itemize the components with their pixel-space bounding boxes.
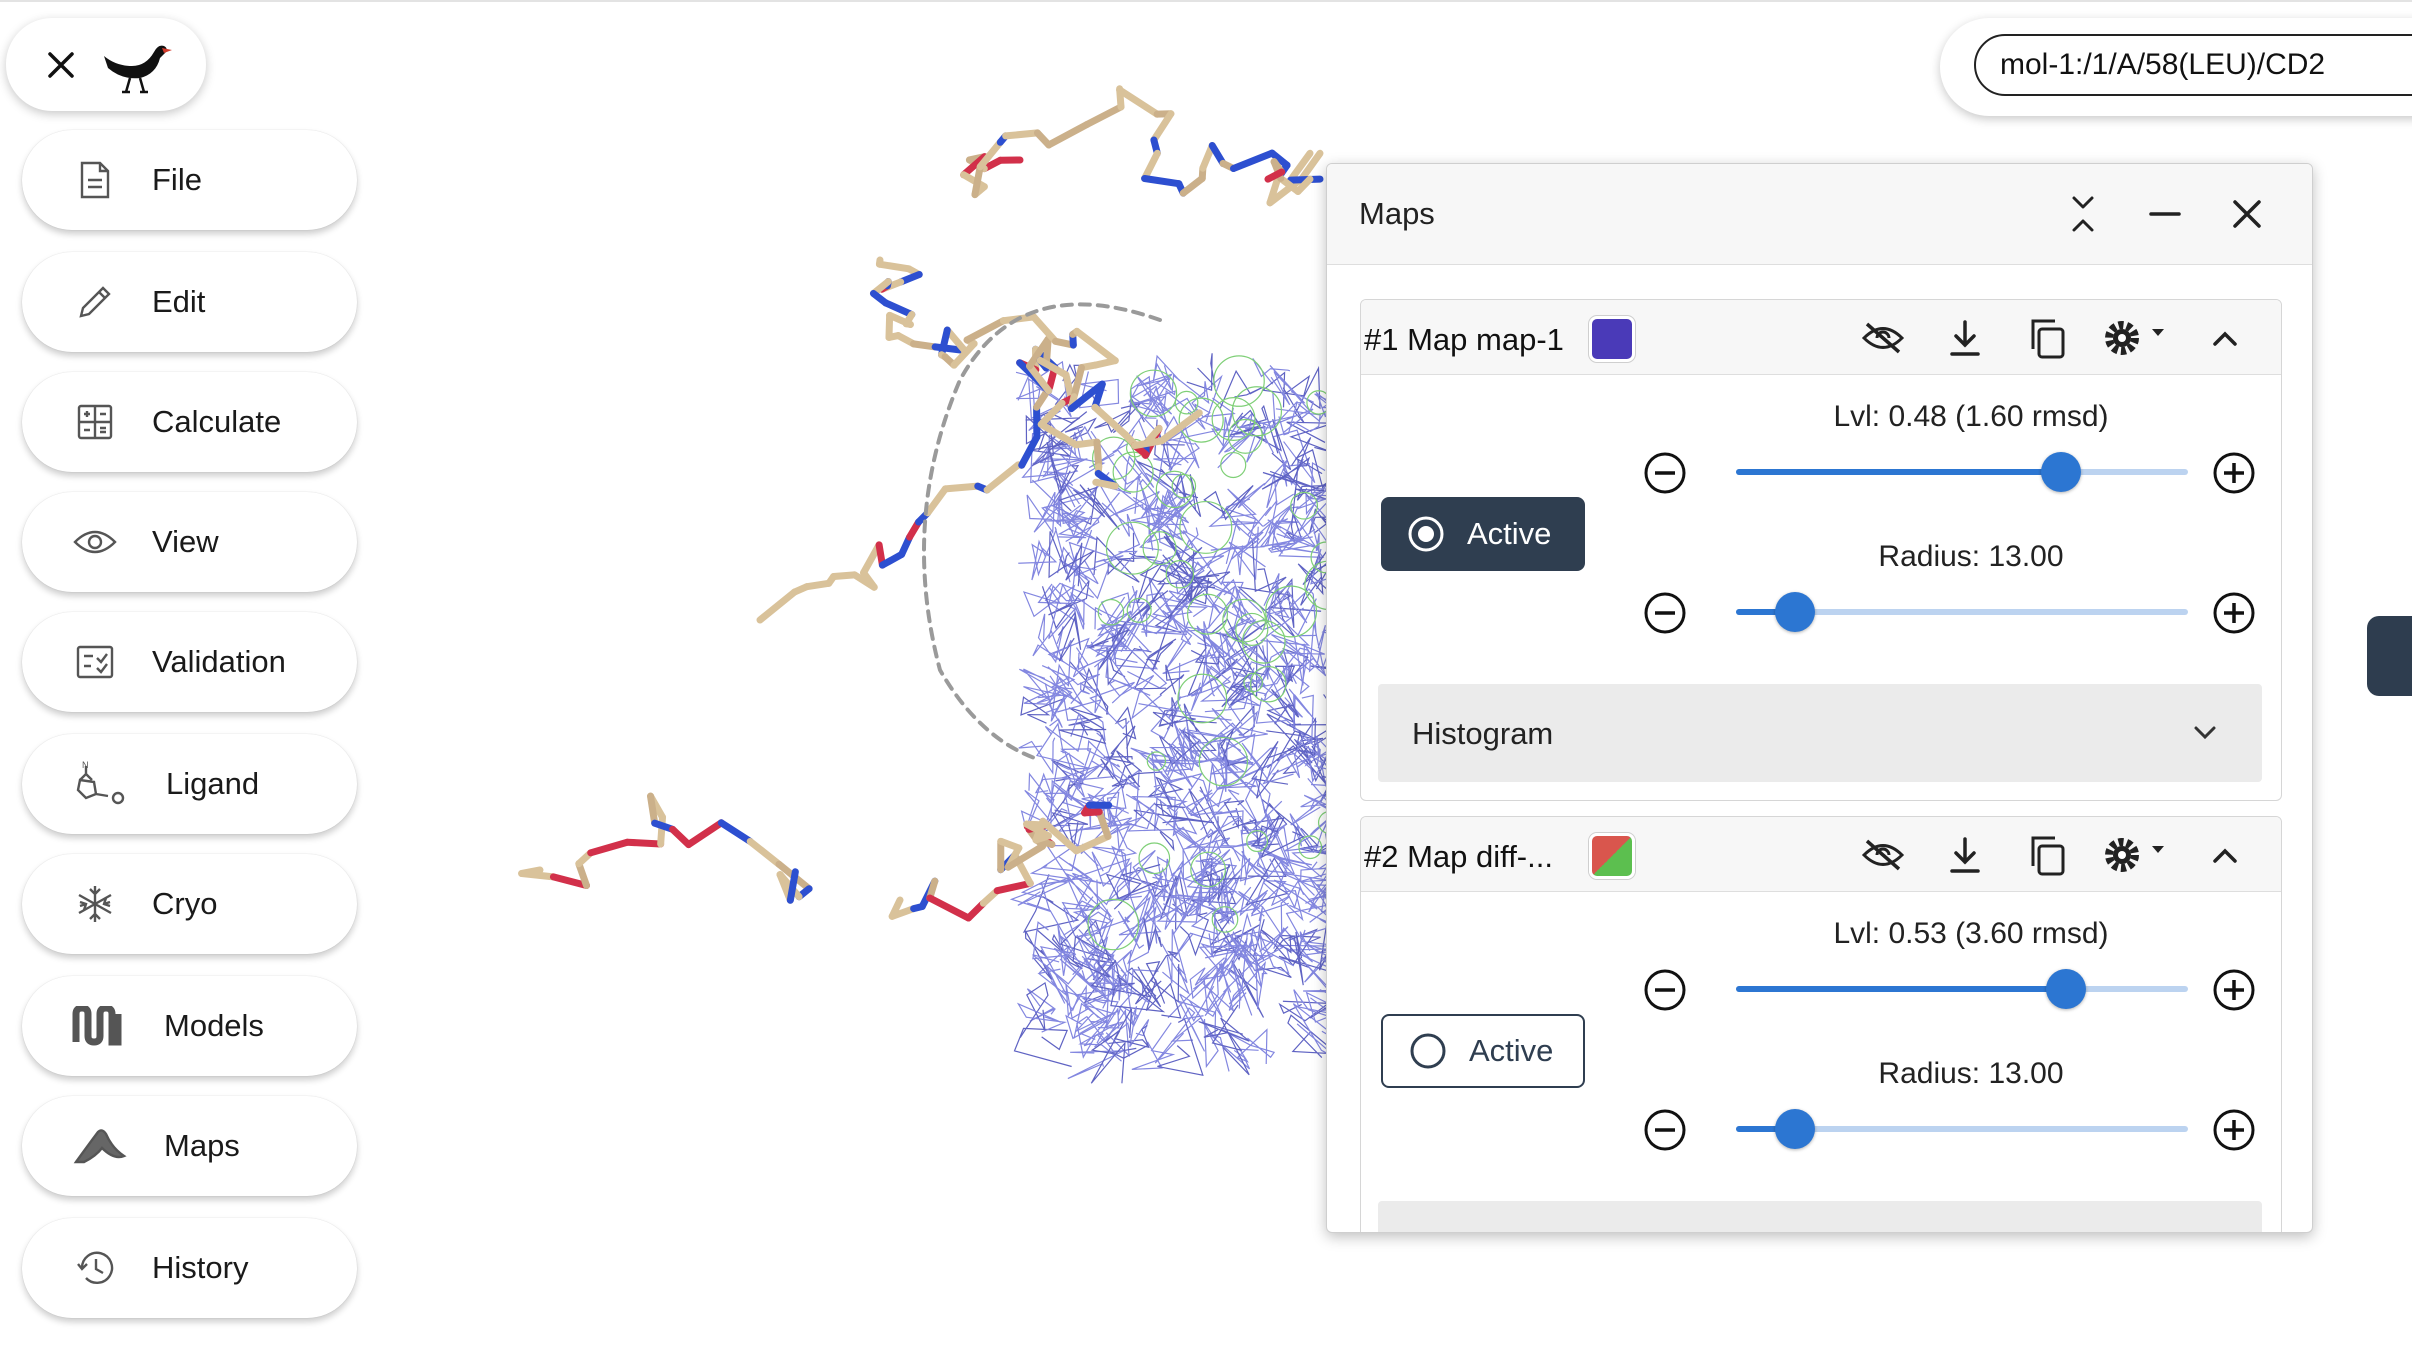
chevron-up-icon[interactable] [2203, 317, 2247, 359]
sidebar-item-label: File [152, 162, 202, 197]
atom-search-container [1940, 18, 2412, 116]
map-card-header: #1 Map map-1 [1361, 300, 2281, 375]
increase-level-icon[interactable] [2211, 450, 2257, 496]
sidebar-item-maps[interactable]: Maps [22, 1096, 357, 1196]
sidebar-item-label: Models [164, 1008, 264, 1043]
radius-slider-thumb[interactable] [1774, 592, 1815, 632]
minimize-icon[interactable] [2145, 194, 2185, 234]
collapse-icon[interactable] [2063, 194, 2103, 234]
map-name: #2 Map diff-... [1364, 839, 1553, 874]
decrease-radius-icon[interactable] [1642, 1107, 1688, 1153]
radius-label: Radius: 13.00 [1878, 1057, 2064, 1090]
top-border [0, 0, 2412, 2]
decrease-radius-icon[interactable] [1642, 590, 1688, 636]
map-card: #2 Map diff-... Active Lvl: 0.53 (3.60 r… [1360, 816, 2282, 1232]
active-toggle-button[interactable]: Active [1381, 497, 1585, 571]
sidebar-item-validation[interactable]: Validation [22, 612, 357, 712]
snowflake-icon [72, 881, 118, 927]
dialog-title: Maps [1359, 196, 1435, 231]
level-slider-thumb[interactable] [2045, 969, 2086, 1009]
radius-slider[interactable] [1736, 592, 2188, 632]
sidebar-item-label: History [152, 1250, 249, 1285]
checklist-icon [72, 639, 118, 685]
copy-icon[interactable] [2025, 834, 2069, 876]
logo-button[interactable] [6, 18, 206, 111]
copy-icon[interactable] [2025, 317, 2069, 359]
map-color-swatch[interactable] [1589, 833, 1635, 879]
decrease-level-icon[interactable] [1642, 967, 1688, 1013]
map-color-swatch[interactable] [1589, 316, 1635, 362]
chevron-down-icon [2194, 726, 2216, 740]
sidebar-item-view[interactable]: View [22, 492, 357, 592]
download-icon[interactable] [1943, 317, 1987, 359]
level-slider[interactable] [1736, 969, 2188, 1009]
radius-label: Radius: 13.00 [1878, 540, 2064, 573]
sidebar-item-label: Maps [164, 1128, 240, 1163]
map-name: #1 Map map-1 [1364, 322, 1564, 357]
sidebar-item-models[interactable]: Models [22, 976, 357, 1076]
radius-slider[interactable] [1736, 1109, 2188, 1149]
file-icon [72, 157, 118, 203]
maps-icon [72, 1123, 128, 1169]
active-label: Active [1469, 1033, 1554, 1068]
maps-dialog-header[interactable]: Maps [1327, 164, 2312, 265]
eye-icon [72, 519, 118, 565]
close-icon[interactable] [46, 50, 76, 80]
maps-dialog: Maps #1 Map map-1 [1326, 163, 2313, 1233]
level-label: Lvl: 0.48 (1.60 rmsd) [1833, 400, 2109, 433]
increase-radius-icon[interactable] [2211, 1107, 2257, 1153]
radio-checked-icon [1408, 516, 1444, 552]
sidebar-item-label: Ligand [166, 766, 260, 801]
ligand-icon: N [72, 760, 128, 807]
increase-level-icon[interactable] [2211, 967, 2257, 1013]
histogram-accordion[interactable]: Histogram [1378, 684, 2262, 782]
active-label: Active [1467, 516, 1552, 551]
sidebar-item-label: Edit [152, 284, 206, 319]
level-slider-thumb[interactable] [2041, 452, 2082, 492]
map-card: #1 Map map-1 Active Lvl: 0.48 (1.60 rmsd… [1360, 299, 2282, 801]
sidebar-item-calculate[interactable]: Calculate [22, 372, 357, 472]
sidebar-item-file[interactable]: File [22, 130, 357, 230]
active-toggle-button[interactable]: Active [1381, 1014, 1585, 1088]
level-label: Lvl: 0.53 (3.60 rmsd) [1833, 917, 2109, 950]
atom-search-input[interactable] [1974, 34, 2412, 96]
histogram-accordion[interactable] [1378, 1201, 2262, 1232]
sidebar-item-label: View [152, 524, 219, 559]
moorhen-logo-icon [104, 45, 172, 93]
close-icon[interactable] [2227, 194, 2267, 234]
level-slider[interactable] [1736, 452, 2188, 492]
gear-icon[interactable] [2101, 317, 2171, 359]
models-icon [72, 1003, 124, 1049]
svg-text:N: N [82, 760, 89, 770]
chevron-up-icon[interactable] [2203, 834, 2247, 876]
side-panel-tab[interactable] [2367, 616, 2412, 696]
history-icon [72, 1245, 118, 1291]
sidebar-item-label: Cryo [152, 886, 218, 921]
pencil-icon [72, 279, 118, 325]
map-card-header: #2 Map diff-... [1361, 817, 2281, 892]
gear-icon[interactable] [2101, 834, 2171, 876]
calculator-icon [72, 399, 118, 445]
sidebar-item-cryo[interactable]: Cryo [22, 854, 357, 954]
eye-slash-icon[interactable] [1861, 834, 1905, 876]
sidebar-item-label: Validation [152, 644, 286, 679]
radio-unchecked-icon [1410, 1033, 1446, 1069]
sidebar-item-label: Calculate [152, 404, 282, 439]
sidebar-item-ligand[interactable]: N Ligand [22, 734, 357, 834]
radius-slider-thumb[interactable] [1774, 1109, 1815, 1149]
increase-radius-icon[interactable] [2211, 590, 2257, 636]
eye-slash-icon[interactable] [1861, 317, 1905, 359]
decrease-level-icon[interactable] [1642, 450, 1688, 496]
sidebar-item-edit[interactable]: Edit [22, 252, 357, 352]
histogram-label: Histogram [1412, 716, 1554, 751]
sidebar-item-history[interactable]: History [22, 1218, 357, 1318]
download-icon[interactable] [1943, 834, 1987, 876]
